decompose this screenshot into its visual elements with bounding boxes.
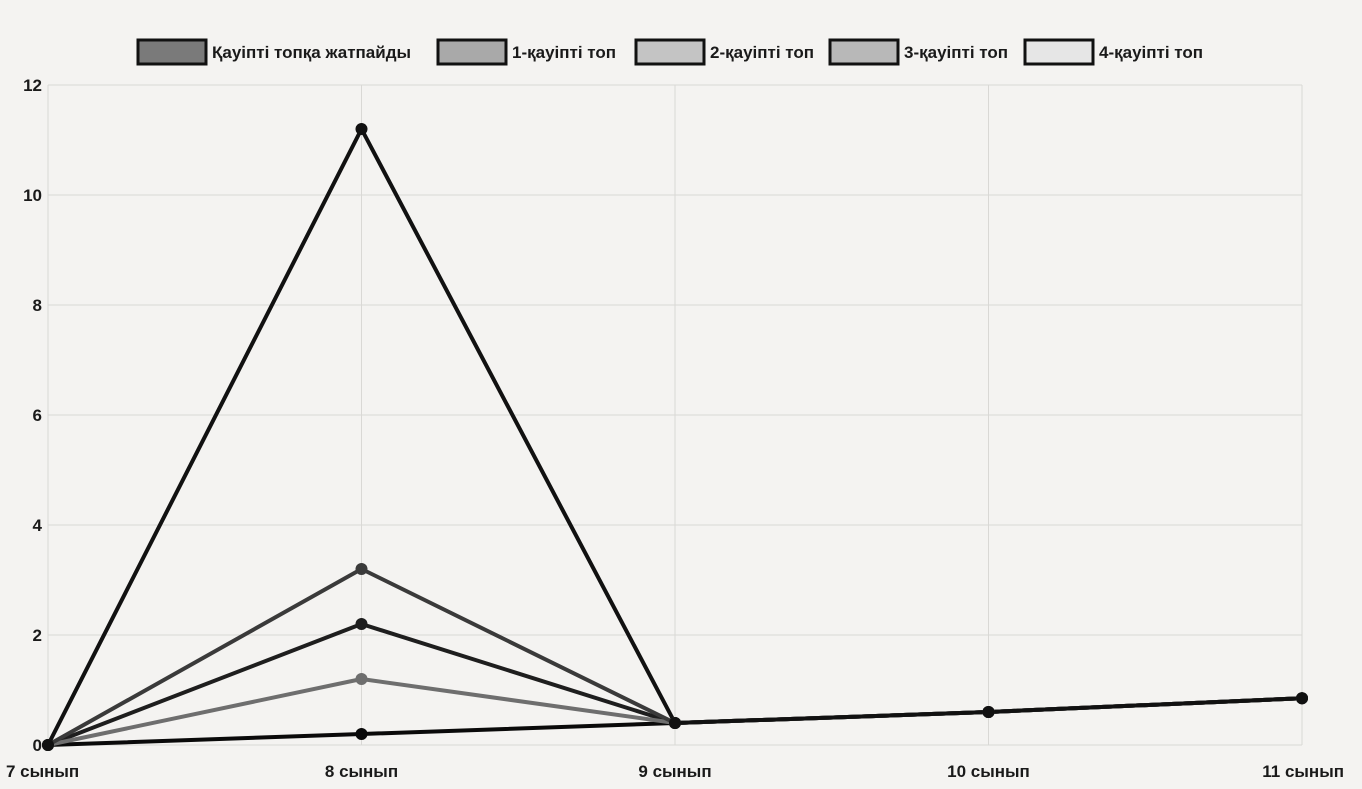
series-3-point xyxy=(355,673,368,685)
legend-swatch-2 xyxy=(436,38,508,66)
x-axis: 7 сынып 8 сынып 9 сынып 10 сынып 11 сынып xyxy=(6,762,1344,781)
y-tick-label: 0 xyxy=(33,736,42,755)
series-1-point xyxy=(669,717,681,729)
legend-swatch-4 xyxy=(828,38,900,66)
series-1-point xyxy=(1296,692,1308,705)
x-tick-label: 11 сынып xyxy=(1262,762,1344,781)
legend-swatch-3 xyxy=(634,38,706,66)
legend-swatch-1 xyxy=(136,38,208,66)
series-1-point xyxy=(982,706,995,718)
legend-label-1: Қауіпті топқа жатпайды xyxy=(212,43,411,62)
series-1-point xyxy=(42,739,54,751)
legend-label-4: 3-қауіпті топ xyxy=(904,43,1008,62)
y-tick-label: 6 xyxy=(33,406,42,425)
y-tick-label: 8 xyxy=(33,296,42,315)
series-points xyxy=(42,123,1308,751)
legend-label-2: 1-қауіпті топ xyxy=(512,43,616,62)
legend: Қауіпті топқа жатпайды 1-қауіпті топ 2-қау… xyxy=(136,38,1203,66)
x-tick-label: 10 сынып xyxy=(947,762,1030,781)
series-5-point xyxy=(355,728,368,740)
y-tick-label: 12 xyxy=(23,76,42,95)
series-2-point xyxy=(355,563,368,575)
x-tick-label: 8 сынып xyxy=(325,762,398,781)
series-4-point xyxy=(355,618,368,630)
series-1-point xyxy=(355,123,368,135)
y-axis: 0 2 4 6 8 10 12 xyxy=(23,76,42,755)
grid xyxy=(47,84,1303,746)
y-tick-label: 2 xyxy=(33,626,42,645)
legend-label-5: 4-қауіпті топ xyxy=(1099,43,1203,62)
x-tick-label: 7 сынып xyxy=(6,762,79,781)
x-tick-label: 9 сынып xyxy=(638,762,711,781)
y-tick-label: 10 xyxy=(23,186,42,205)
legend-swatch-5 xyxy=(1023,38,1095,66)
y-tick-label: 4 xyxy=(33,516,43,535)
legend-label-3: 2-қауіпті топ xyxy=(710,43,814,62)
